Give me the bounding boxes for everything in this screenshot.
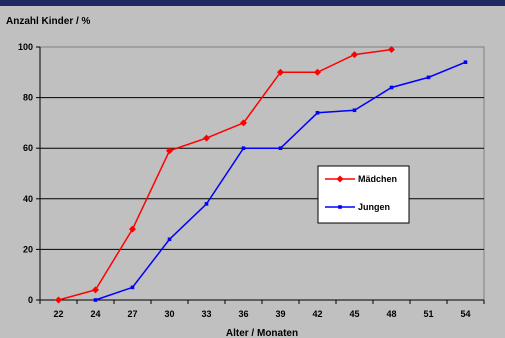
data-point-0 [388,46,395,54]
y-tick-label-40: 40 [23,194,33,204]
data-point-0 [314,68,321,76]
data-point-1 [93,298,98,302]
data-point-0 [203,134,210,142]
data-point-1 [463,60,468,64]
chart-frame: Anzahl Kinder / % 0 20 40 60 80 100 22 24 27 30 3… [0,6,505,338]
y-axis-title: Anzahl Kinder / % [6,16,91,27]
legend-marker-maedchen [336,175,344,183]
data-point-1 [352,108,357,113]
legend-label-maedchen: Mädchen [358,174,397,184]
line-chart: Anzahl Kinder / % 0 20 40 60 80 100 22 24 27 30 3… [6,16,485,338]
series-lines [55,46,468,304]
data-point-0 [351,51,358,59]
data-point-1 [389,85,394,90]
x-tick-label-24: 24 [90,309,100,319]
legend-label-jungen: Jungen [358,202,390,212]
x-tick-label-33: 33 [201,309,211,319]
x-tick-label-42: 42 [312,309,322,319]
data-point-0 [166,147,173,155]
x-tick-label-27: 27 [127,309,137,319]
x-tick-label-45: 45 [349,309,359,319]
data-point-1 [278,146,283,150]
data-point-1 [315,110,320,115]
data-point-1 [167,237,172,242]
x-axis-ticks: 22 24 27 30 33 36 39 42 45 48 51 54 [39,299,485,319]
x-tick-label-48: 48 [386,309,396,319]
data-point-0 [55,296,62,304]
legend-box [317,165,410,224]
data-point-0 [240,119,247,127]
x-tick-label-30: 30 [164,309,174,319]
series-line-0 [58,48,392,301]
x-tick-label-54: 54 [460,309,470,319]
data-point-0 [277,68,284,76]
y-tick-label-20: 20 [23,244,33,254]
y-tick-label-0: 0 [28,295,33,305]
legend-marker-jungen [338,205,342,209]
x-tick-label-39: 39 [275,309,285,319]
x-tick-label-36: 36 [238,309,248,319]
y-axis-ticks: 0 20 40 60 80 100 [18,42,41,305]
x-tick-label-22: 22 [53,309,63,319]
y-tick-label-100: 100 [18,42,33,52]
y-tick-label-60: 60 [23,143,33,153]
plot-area [39,46,485,301]
x-axis-title: Alter / Monaten [226,328,298,338]
legend: Mädchen Jungen [317,165,410,224]
data-point-1 [204,202,209,206]
data-point-1 [426,75,431,80]
data-point-1 [241,146,246,150]
data-point-1 [130,285,135,290]
x-tick-label-51: 51 [423,309,433,319]
y-tick-label-80: 80 [23,93,33,103]
data-point-0 [129,225,136,233]
data-point-0 [92,286,99,294]
